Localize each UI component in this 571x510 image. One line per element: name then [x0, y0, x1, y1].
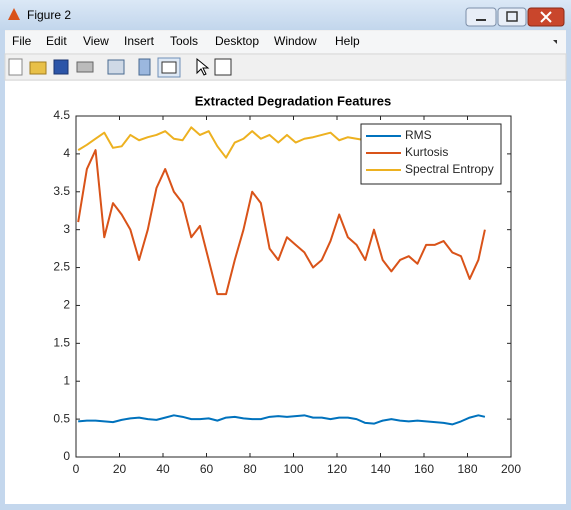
x-tick-label: 180 — [457, 462, 477, 476]
y-tick-label: 1.5 — [53, 336, 70, 350]
x-tick-label: 60 — [200, 462, 214, 476]
menu-item[interactable]: View — [83, 34, 109, 48]
colorbar-icon[interactable] — [138, 58, 151, 76]
app-icon — [8, 8, 20, 20]
print-icon[interactable] — [76, 61, 94, 73]
menu-item[interactable]: File — [12, 34, 32, 48]
x-tick-label: 100 — [283, 462, 303, 476]
y-tick-label: 4 — [63, 146, 70, 160]
toolbar — [4, 53, 567, 81]
menu-arrow — [553, 40, 557, 44]
x-tick-label: 40 — [156, 462, 170, 476]
menu-item[interactable]: Desktop — [215, 34, 259, 48]
y-tick-label: 2.5 — [53, 260, 70, 274]
legend-label: Spectral Entropy — [405, 162, 494, 176]
menu-item[interactable]: Window — [274, 34, 317, 48]
x-tick-label: 140 — [370, 462, 390, 476]
x-tick-label: 20 — [113, 462, 127, 476]
y-tick-label: 2 — [63, 298, 70, 312]
x-tick-label: 80 — [243, 462, 257, 476]
maximize-button[interactable] — [497, 7, 527, 27]
series-line — [78, 414, 486, 426]
close-glyph — [540, 11, 552, 23]
pointer-icon[interactable] — [196, 57, 210, 76]
y-tick-label: 3.5 — [53, 184, 70, 198]
x-tick-label: 0 — [73, 462, 80, 476]
menu-item[interactable]: Edit — [46, 34, 67, 48]
legend-label: RMS — [405, 128, 432, 142]
y-tick-label: 3 — [63, 222, 70, 236]
new-icon[interactable] — [8, 58, 23, 76]
menu-item[interactable]: Insert — [124, 34, 155, 48]
open-icon[interactable] — [29, 61, 47, 75]
plot-tools-icon[interactable] — [214, 58, 232, 76]
y-tick-label: 0.5 — [53, 411, 70, 425]
link-icon[interactable] — [107, 59, 125, 75]
minimize-button[interactable] — [465, 7, 497, 27]
x-tick-label: 160 — [414, 462, 434, 476]
window-title: Figure 2 — [27, 8, 71, 22]
legend-icon-inner — [161, 61, 177, 74]
maximize-glyph — [506, 11, 518, 22]
save-icon[interactable] — [53, 59, 69, 75]
chart-title: Extracted Degradation Features — [195, 93, 392, 108]
y-tick-label: 0 — [63, 449, 70, 463]
menu-bar — [5, 31, 566, 53]
y-tick-label: 4.5 — [53, 108, 70, 122]
series-line — [77, 149, 486, 296]
menu-item[interactable]: Tools — [170, 34, 198, 48]
legend-label: Kurtosis — [405, 145, 448, 159]
y-tick-label: 1 — [63, 373, 70, 387]
menu-item[interactable]: Help — [335, 34, 360, 48]
x-tick-label: 120 — [327, 462, 347, 476]
x-tick-label: 200 — [501, 462, 521, 476]
